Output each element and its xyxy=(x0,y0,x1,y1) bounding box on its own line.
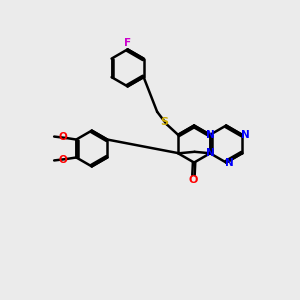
Text: O: O xyxy=(189,175,198,184)
Text: S: S xyxy=(160,117,168,127)
Text: N: N xyxy=(225,158,233,167)
Text: F: F xyxy=(124,38,131,48)
Text: O: O xyxy=(59,155,68,165)
Text: N: N xyxy=(206,130,214,140)
Text: N: N xyxy=(241,130,250,140)
Text: N: N xyxy=(206,148,214,158)
Text: O: O xyxy=(59,132,68,142)
